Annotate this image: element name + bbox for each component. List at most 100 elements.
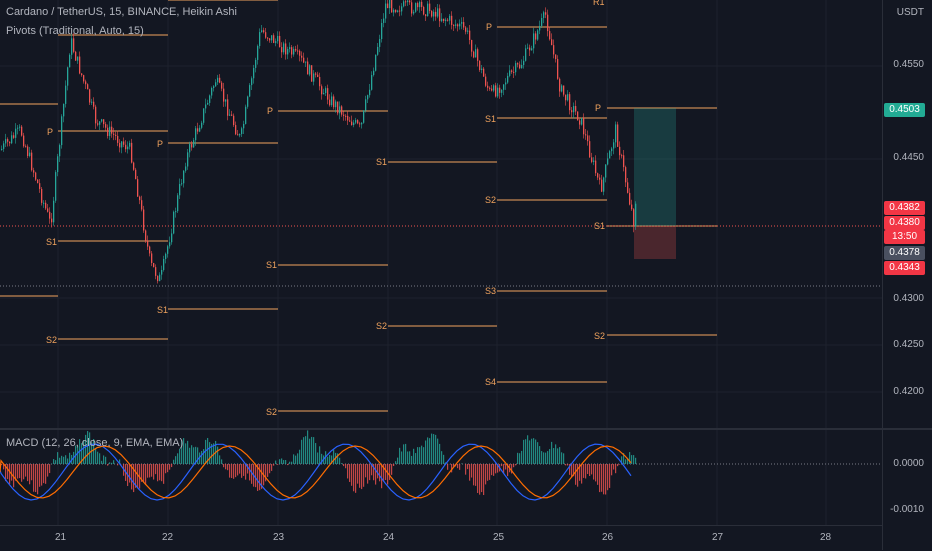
macd-histogram-bar bbox=[243, 464, 244, 476]
candle-body bbox=[233, 116, 234, 125]
candle-body bbox=[415, 3, 416, 12]
macd-histogram-bar bbox=[477, 464, 478, 493]
candle-body bbox=[151, 253, 152, 263]
candle-body bbox=[243, 124, 244, 128]
candle-body bbox=[359, 123, 360, 124]
candle-body bbox=[593, 161, 594, 162]
candle-body bbox=[171, 233, 172, 242]
candle-body bbox=[345, 116, 346, 117]
candle-body bbox=[613, 142, 614, 148]
candle-body bbox=[29, 153, 30, 156]
time-axis[interactable] bbox=[0, 525, 882, 551]
macd-histogram-bar bbox=[413, 449, 414, 464]
candle-body bbox=[209, 95, 210, 102]
candle-body bbox=[241, 128, 242, 134]
candle-body bbox=[89, 89, 90, 102]
candle-body bbox=[65, 86, 66, 104]
candle-body bbox=[601, 180, 602, 192]
candle-body bbox=[577, 111, 578, 120]
candle-body bbox=[9, 142, 10, 143]
candle-body bbox=[341, 106, 342, 114]
pane-separator[interactable] bbox=[0, 428, 932, 430]
candle-body bbox=[51, 219, 52, 223]
pivot-label: P bbox=[267, 106, 273, 116]
macd-histogram-bar bbox=[155, 464, 156, 474]
macd-histogram-bar bbox=[469, 464, 470, 481]
candle-body bbox=[97, 123, 98, 124]
macd-histogram-bar bbox=[543, 452, 544, 464]
candle-body bbox=[439, 8, 440, 21]
candle-body bbox=[285, 43, 286, 54]
candle-body bbox=[279, 36, 280, 47]
candle-body bbox=[75, 52, 76, 61]
candle-body bbox=[609, 151, 610, 158]
symbol-title[interactable]: Cardano / TetherUS, 15, BINANCE, Heikin … bbox=[6, 6, 237, 18]
candle-body bbox=[135, 170, 136, 179]
candle-body bbox=[99, 121, 100, 124]
candle-body bbox=[239, 134, 240, 135]
macd-histogram-bar bbox=[609, 464, 610, 488]
pivot-label: S1 bbox=[157, 305, 168, 315]
macd-histogram-bar bbox=[49, 464, 50, 473]
cursor-price-tag: 0.4378 bbox=[884, 246, 925, 260]
candle-body bbox=[481, 69, 482, 70]
candle-body bbox=[447, 20, 448, 21]
candle-body bbox=[211, 88, 212, 95]
price-chart-canvas[interactable] bbox=[0, 0, 882, 428]
candle-body bbox=[185, 166, 186, 170]
candle-body bbox=[555, 54, 556, 59]
candle-body bbox=[111, 127, 112, 134]
candle-body bbox=[197, 128, 198, 131]
macd-histogram-bar bbox=[491, 464, 492, 475]
candle-body bbox=[351, 122, 352, 125]
candle-body bbox=[125, 145, 126, 149]
macd-histogram-bar bbox=[561, 452, 562, 464]
macd-tick: 0.0000 bbox=[893, 458, 924, 469]
candle-body bbox=[435, 12, 436, 17]
pivot-label: S1 bbox=[485, 114, 496, 124]
candle-body bbox=[529, 48, 530, 51]
macd-histogram-bar bbox=[475, 464, 476, 486]
macd-histogram-bar bbox=[209, 442, 210, 464]
candle-body bbox=[91, 102, 92, 103]
pivot-label: S4 bbox=[485, 377, 496, 387]
candle-body bbox=[367, 95, 368, 99]
pivot-label: S1 bbox=[376, 157, 387, 167]
candle-body bbox=[21, 127, 22, 136]
candle-body bbox=[277, 36, 278, 41]
candle-body bbox=[393, 10, 394, 13]
macd-indicator-title[interactable]: MACD (12, 26, close, 9, EMA, EMA) bbox=[6, 437, 183, 449]
macd-histogram-bar bbox=[391, 464, 392, 475]
macd-histogram-bar bbox=[479, 464, 480, 495]
macd-histogram-bar bbox=[349, 464, 350, 482]
macd-histogram-bar bbox=[615, 464, 616, 473]
macd-histogram-bar bbox=[271, 464, 272, 471]
macd-histogram-bar bbox=[541, 451, 542, 464]
macd-histogram-bar bbox=[441, 451, 442, 464]
macd-histogram-bar bbox=[411, 456, 412, 464]
macd-histogram-bar bbox=[435, 435, 436, 464]
macd-histogram-bar bbox=[361, 464, 362, 489]
candle-body bbox=[525, 48, 526, 60]
macd-histogram-bar bbox=[53, 459, 54, 464]
candle-body bbox=[55, 172, 56, 201]
macd-histogram-bar bbox=[203, 449, 204, 464]
candle-body bbox=[421, 2, 422, 7]
macd-histogram-bar bbox=[521, 451, 522, 464]
price-chart[interactable] bbox=[0, 0, 882, 428]
price-tick: 0.4550 bbox=[893, 59, 924, 70]
macd-histogram-bar bbox=[443, 455, 444, 464]
candle-body bbox=[423, 7, 424, 14]
candle-body bbox=[251, 78, 252, 85]
macd-histogram-bar bbox=[415, 453, 416, 464]
candle-body bbox=[413, 12, 414, 14]
pivot-label: S2 bbox=[594, 331, 605, 341]
candle-body bbox=[17, 128, 18, 129]
candle-body bbox=[521, 65, 522, 68]
candle-body bbox=[499, 88, 500, 93]
pivots-indicator-title[interactable]: Pivots (Traditional, Auto, 15) bbox=[6, 25, 144, 37]
macd-histogram-bar bbox=[191, 445, 192, 464]
macd-histogram-bar bbox=[595, 464, 596, 481]
macd-histogram-bar bbox=[523, 440, 524, 464]
macd-histogram-bar bbox=[313, 437, 314, 464]
